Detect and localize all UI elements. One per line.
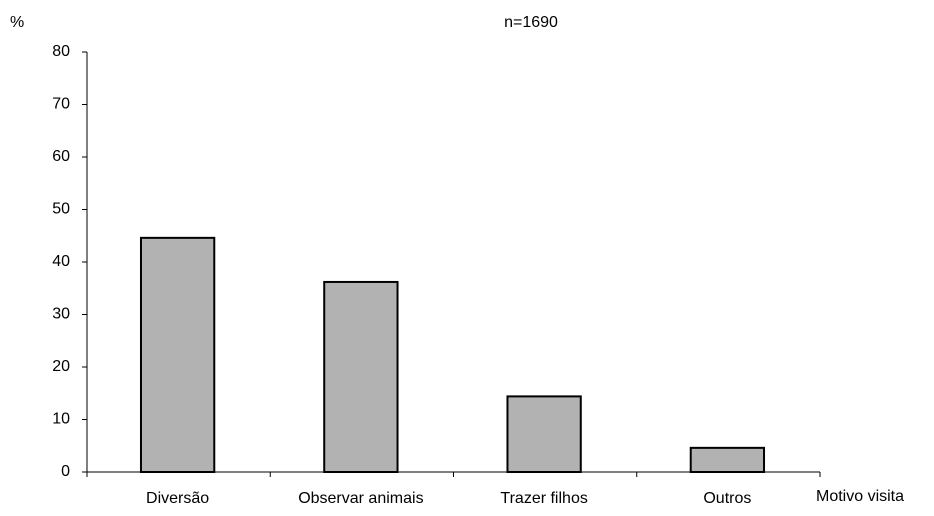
y-tick-label: 30 — [52, 306, 70, 323]
x-tick-label: Outros — [703, 490, 751, 507]
bar — [139, 236, 216, 473]
bar — [323, 280, 399, 474]
y-tick-label: 70 — [52, 96, 70, 113]
y-tick-label: 50 — [52, 201, 70, 218]
x-tick-label: Trazer filhos — [500, 490, 587, 507]
x-axis-label: Motivo visita — [816, 488, 904, 505]
y-tick-label: 0 — [61, 463, 70, 480]
y-tick-label: 20 — [52, 358, 70, 375]
y-tick-label: 10 — [52, 411, 70, 428]
y-tick-label: 80 — [52, 43, 70, 60]
x-tick-label: Diversão — [146, 490, 209, 507]
y-tick-label: 60 — [52, 148, 70, 165]
annotation: n=1690 — [504, 14, 558, 31]
y-tick-label: 40 — [52, 253, 70, 270]
x-tick-label: Observar animais — [298, 490, 423, 507]
bar — [689, 446, 766, 474]
y-axis-label: % — [10, 14, 24, 31]
bar — [506, 395, 582, 473]
